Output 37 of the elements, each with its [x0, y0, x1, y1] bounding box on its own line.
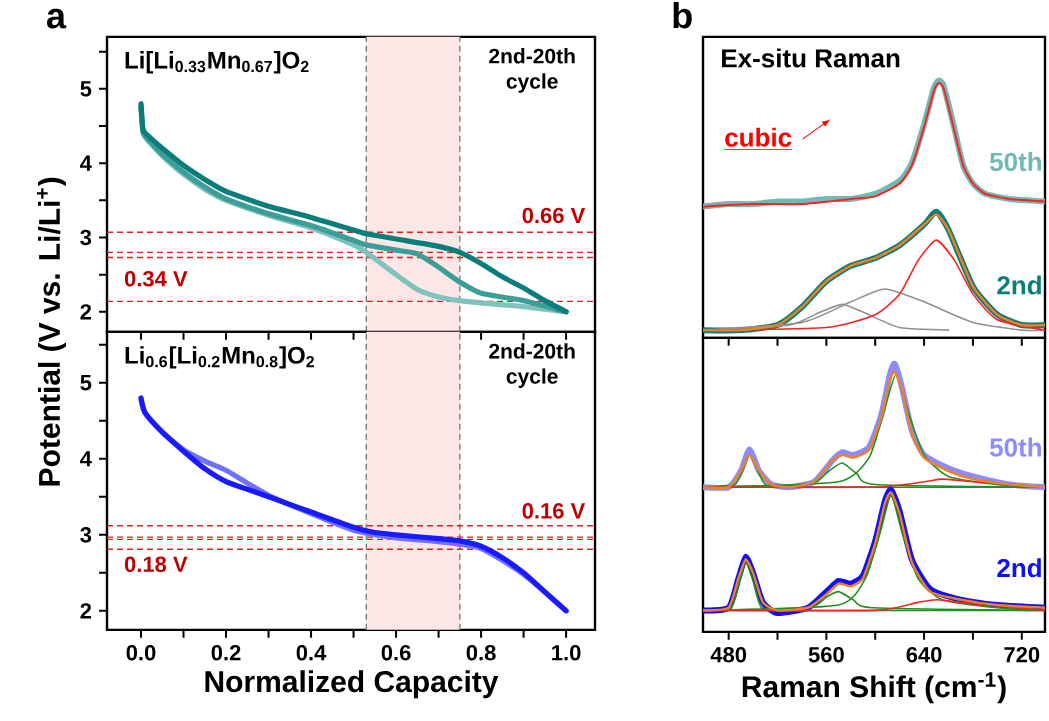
y-tick-label: 5: [80, 375, 92, 391]
x-tick-label: 0.4: [296, 645, 327, 661]
annotation: Li[Li$_{0.33}$Mn$_{0.67}$]O$_{2}$: [125, 51, 309, 74]
text: a: [47, 8, 67, 29]
x-tick-label: 0.0: [126, 645, 156, 661]
y-tick-label: 3: [80, 527, 92, 543]
annotation: 0.34 V: [124, 271, 188, 287]
x-tick-label: 0.6: [381, 645, 411, 661]
text: b: [673, 2, 692, 29]
x-tick-label: 480: [710, 647, 747, 663]
annotation: cubic: [725, 127, 792, 147]
y-tick-label: 2: [80, 603, 92, 619]
series-label: 2nd: [997, 558, 1041, 578]
y-tick-label: 3: [80, 229, 92, 246]
x-tick-label: 640: [906, 647, 942, 663]
y-tick-label: 4: [80, 451, 92, 467]
x-axis-title: Raman Shift (cm$^{-1}$): [742, 672, 1006, 704]
annotation: Li$_{0.6}$[Li$_{0.2}$Mn$_{0.8}$]O$_{2}$: [125, 346, 314, 369]
y-tick-label: 5: [80, 81, 92, 97]
series-label: 50th: [989, 437, 1041, 457]
x-tick-label: 560: [808, 647, 844, 663]
x-tick-label: 0.8: [466, 645, 496, 661]
x-tick-label: 0.2: [211, 645, 241, 661]
y-tick-label: 4: [80, 155, 92, 171]
series-label: 50th: [989, 152, 1041, 172]
x-tick-label: 720: [1004, 647, 1040, 663]
series-label: 2nd: [997, 275, 1041, 295]
annotation: 0.18 V: [124, 556, 188, 573]
chart-title: Ex-situ Raman: [722, 48, 900, 68]
x-axis-title: Normalized Capacity: [205, 670, 499, 699]
y-axis-title: Potential (V vs. Li/Li$^{+}$): [37, 177, 66, 486]
y-tick-label: 2: [80, 304, 92, 320]
annotation: 0.16 V: [522, 503, 586, 519]
x-tick-label: 1.0: [552, 645, 581, 661]
annotation: 0.66 V: [522, 207, 586, 224]
annotation: 2nd-20th cycle: [489, 343, 575, 389]
annotation: 2nd-20th cycle: [489, 48, 575, 93]
